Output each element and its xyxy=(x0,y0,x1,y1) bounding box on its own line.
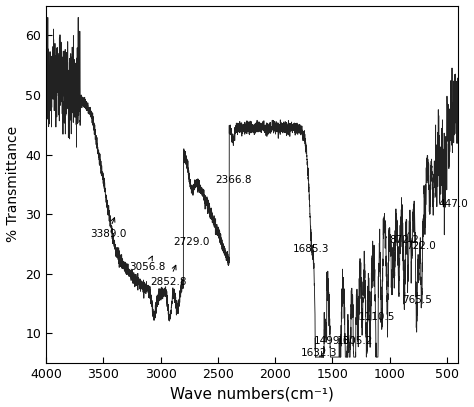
Text: 722.0: 722.0 xyxy=(407,241,437,251)
Text: 3056.8: 3056.8 xyxy=(129,256,165,272)
Text: 1632.3: 1632.3 xyxy=(301,348,337,358)
Text: 1305.2: 1305.2 xyxy=(337,336,373,346)
Text: 765.5: 765.5 xyxy=(401,295,431,304)
Text: 1499.0: 1499.0 xyxy=(314,336,351,346)
Text: 2852.8: 2852.8 xyxy=(150,265,187,287)
Y-axis label: % Transmittance: % Transmittance xyxy=(6,126,19,242)
Text: 1685.3: 1685.3 xyxy=(293,244,329,254)
X-axis label: Wave numbers(cm⁻¹): Wave numbers(cm⁻¹) xyxy=(170,386,334,401)
Text: 1110.5: 1110.5 xyxy=(359,313,395,322)
Text: 2729.0: 2729.0 xyxy=(173,237,210,247)
Text: 872.2: 872.2 xyxy=(389,235,419,245)
Text: 447.0: 447.0 xyxy=(438,199,468,209)
Text: 3389.0: 3389.0 xyxy=(90,218,126,239)
Text: 2366.8: 2366.8 xyxy=(215,175,251,185)
